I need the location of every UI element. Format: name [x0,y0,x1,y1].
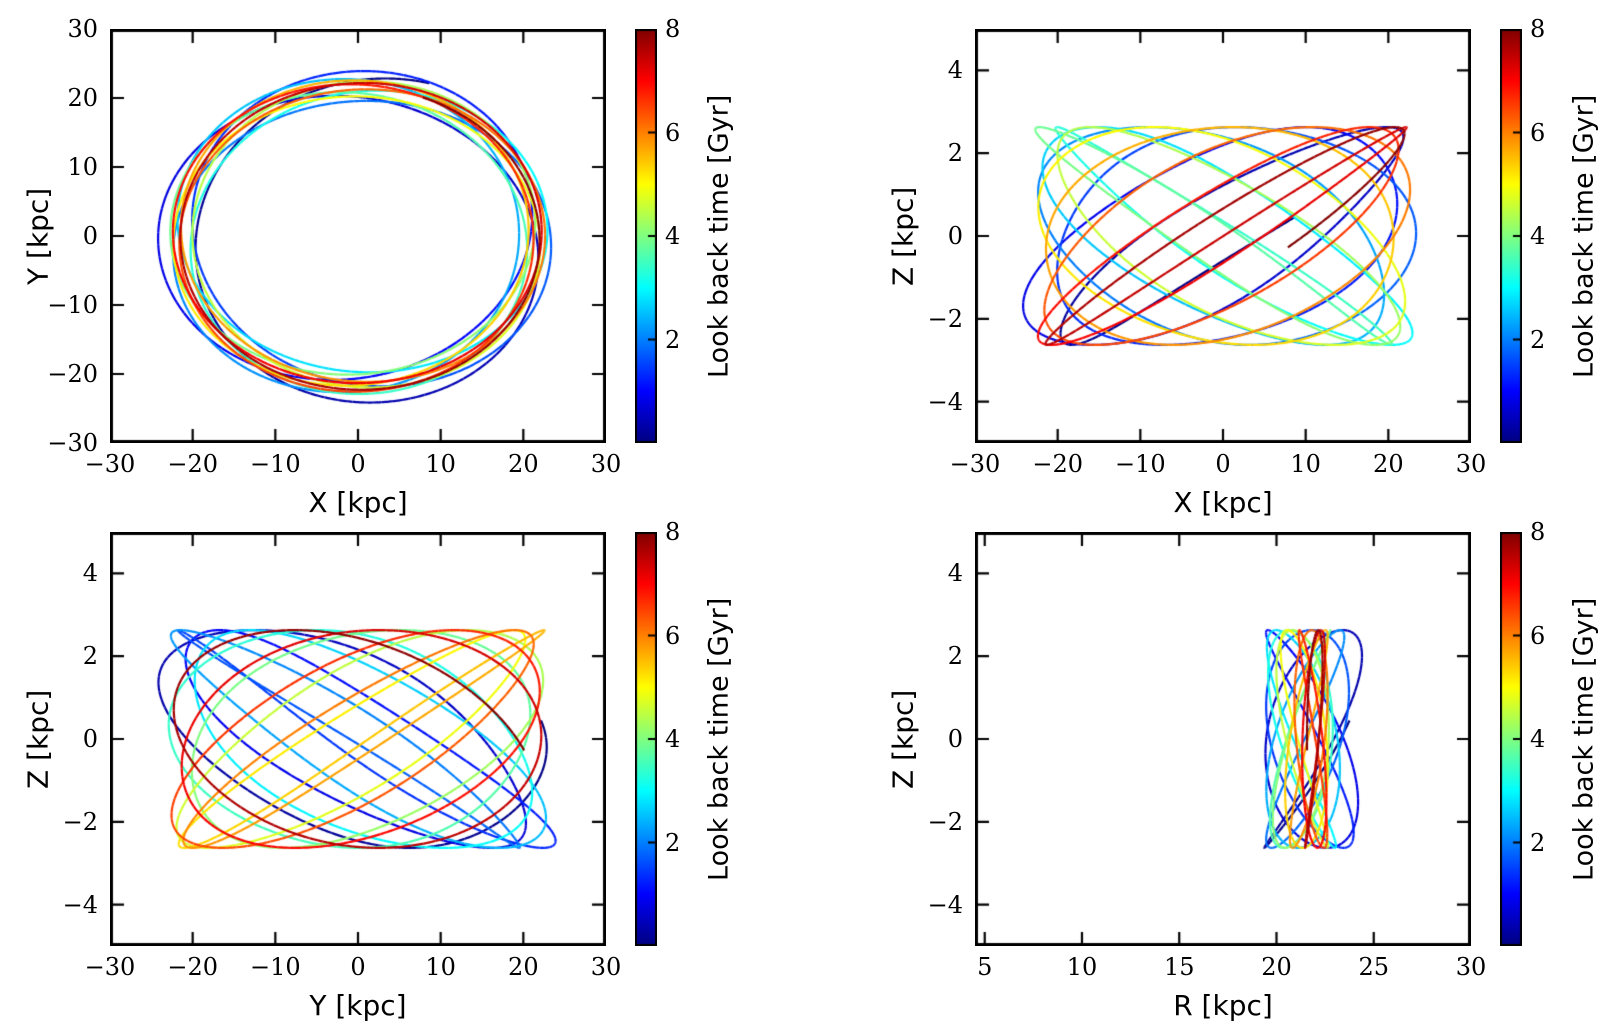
x-tick-label: 20 [1261,953,1292,981]
x-tick-label: 20 [1373,450,1404,478]
x-axis-label-yz: Y [kpc] [309,989,407,1022]
panel-yz: Z [kpc] Y [kpc] Look back time [Gyr] −30… [0,503,735,1022]
colorbar-canvas-rz [1500,532,1522,946]
plot-canvas-rz [975,532,1471,946]
colorbar-tick-label: 2 [1530,828,1546,857]
y-tick-label: 20 [67,84,98,112]
colorbar-tick-label: 6 [1530,118,1546,147]
y-tick-label: 0 [82,222,98,250]
x-tick-label: 0 [350,450,366,478]
colorbar-canvas-yz [635,532,657,946]
y-tick-label: −4 [62,890,98,919]
x-tick-label: 20 [508,953,539,981]
colorbar-canvas-xz [1500,29,1522,443]
y-tick-label: −4 [927,890,963,919]
plot-canvas-xy [110,29,606,443]
y-tick-label: −2 [927,807,963,836]
colorbar-tick-label: 6 [665,621,681,650]
colorbar-tick-label: 8 [1530,518,1546,546]
y-tick-label: −2 [927,304,963,333]
x-tick-label: 30 [1455,953,1487,981]
colorbar-tick-label: 4 [1530,725,1546,753]
x-tick-label: 0 [350,953,366,981]
y-tick-label: 10 [67,153,98,181]
x-tick-label: 10 [425,953,456,981]
x-tick-label: 30 [590,450,622,478]
panel-xy: Y [kpc] X [kpc] Look back time [Gyr] −30… [0,0,735,519]
x-tick-label: −30 [84,450,136,478]
colorbar-tick-label: 4 [1530,222,1546,250]
colorbar-tick-label: 6 [665,118,681,147]
x-axis-label-rz: R [kpc] [1173,989,1273,1022]
colorbar-tick-label: 6 [1530,621,1546,650]
y-tick-label: 0 [947,222,963,250]
y-tick-label: 0 [82,725,98,753]
y-tick-label: 4 [947,559,963,588]
x-tick-label: 15 [1163,953,1195,981]
x-tick-label: 10 [425,450,456,478]
colorbar-label-xy: Look back time [Gyr] [703,94,735,378]
x-tick-label: 0 [1215,450,1231,478]
colorbar-tick-label: 4 [665,725,681,753]
x-tick-label: −30 [949,450,1001,478]
x-tick-label: −20 [167,953,218,981]
x-tick-label: 20 [508,450,539,478]
panel-rz: Z [kpc] R [kpc] Look back time [Gyr] 5 10… [865,503,1599,1022]
y-tick-label: 4 [82,559,98,588]
x-tick-label: 30 [590,953,622,981]
plot-canvas-xz [975,29,1471,443]
colorbar-tick-label: 2 [665,325,681,354]
y-tick-label: −20 [47,360,98,388]
y-tick-label: 2 [947,642,963,671]
y-tick-label: 2 [947,139,963,168]
colorbar-tick-label: 8 [665,518,681,546]
x-tick-label: −20 [167,450,218,478]
y-tick-label: −30 [47,429,98,457]
y-tick-label: 2 [82,642,98,671]
x-axis-label-xy: X [kpc] [308,486,408,519]
colorbar-tick-label: 2 [1530,325,1546,354]
y-tick-label: 30 [67,15,98,43]
y-tick-label: −4 [927,387,963,416]
colorbar-tick-label: 2 [665,828,681,857]
y-tick-label: 0 [947,725,963,753]
y-tick-label: 4 [947,56,963,85]
x-tick-label: −20 [1032,450,1083,478]
panel-xz: Z [kpc] X [kpc] Look back time [Gyr] −30… [865,0,1599,519]
x-tick-label: 5 [977,953,993,981]
x-tick-label: −10 [250,450,301,478]
colorbar-tick-label: 8 [1530,15,1546,43]
x-tick-label: 30 [1455,450,1487,478]
y-tick-label: −10 [47,291,98,319]
x-tick-label: 10 [1290,450,1321,478]
colorbar-tick-label: 8 [665,15,681,43]
x-tick-label: 10 [1066,953,1098,981]
y-tick-label: −2 [62,807,98,836]
x-tick-label: −10 [1115,450,1166,478]
x-tick-label: −30 [84,953,136,981]
plot-canvas-yz [110,532,606,946]
x-axis-label-xz: X [kpc] [1173,486,1273,519]
colorbar-label-yz: Look back time [Gyr] [703,597,735,881]
colorbar-canvas-xy [635,29,657,443]
x-tick-label: −10 [250,953,301,981]
colorbar-tick-label: 4 [665,222,681,250]
x-tick-label: 25 [1358,953,1389,981]
